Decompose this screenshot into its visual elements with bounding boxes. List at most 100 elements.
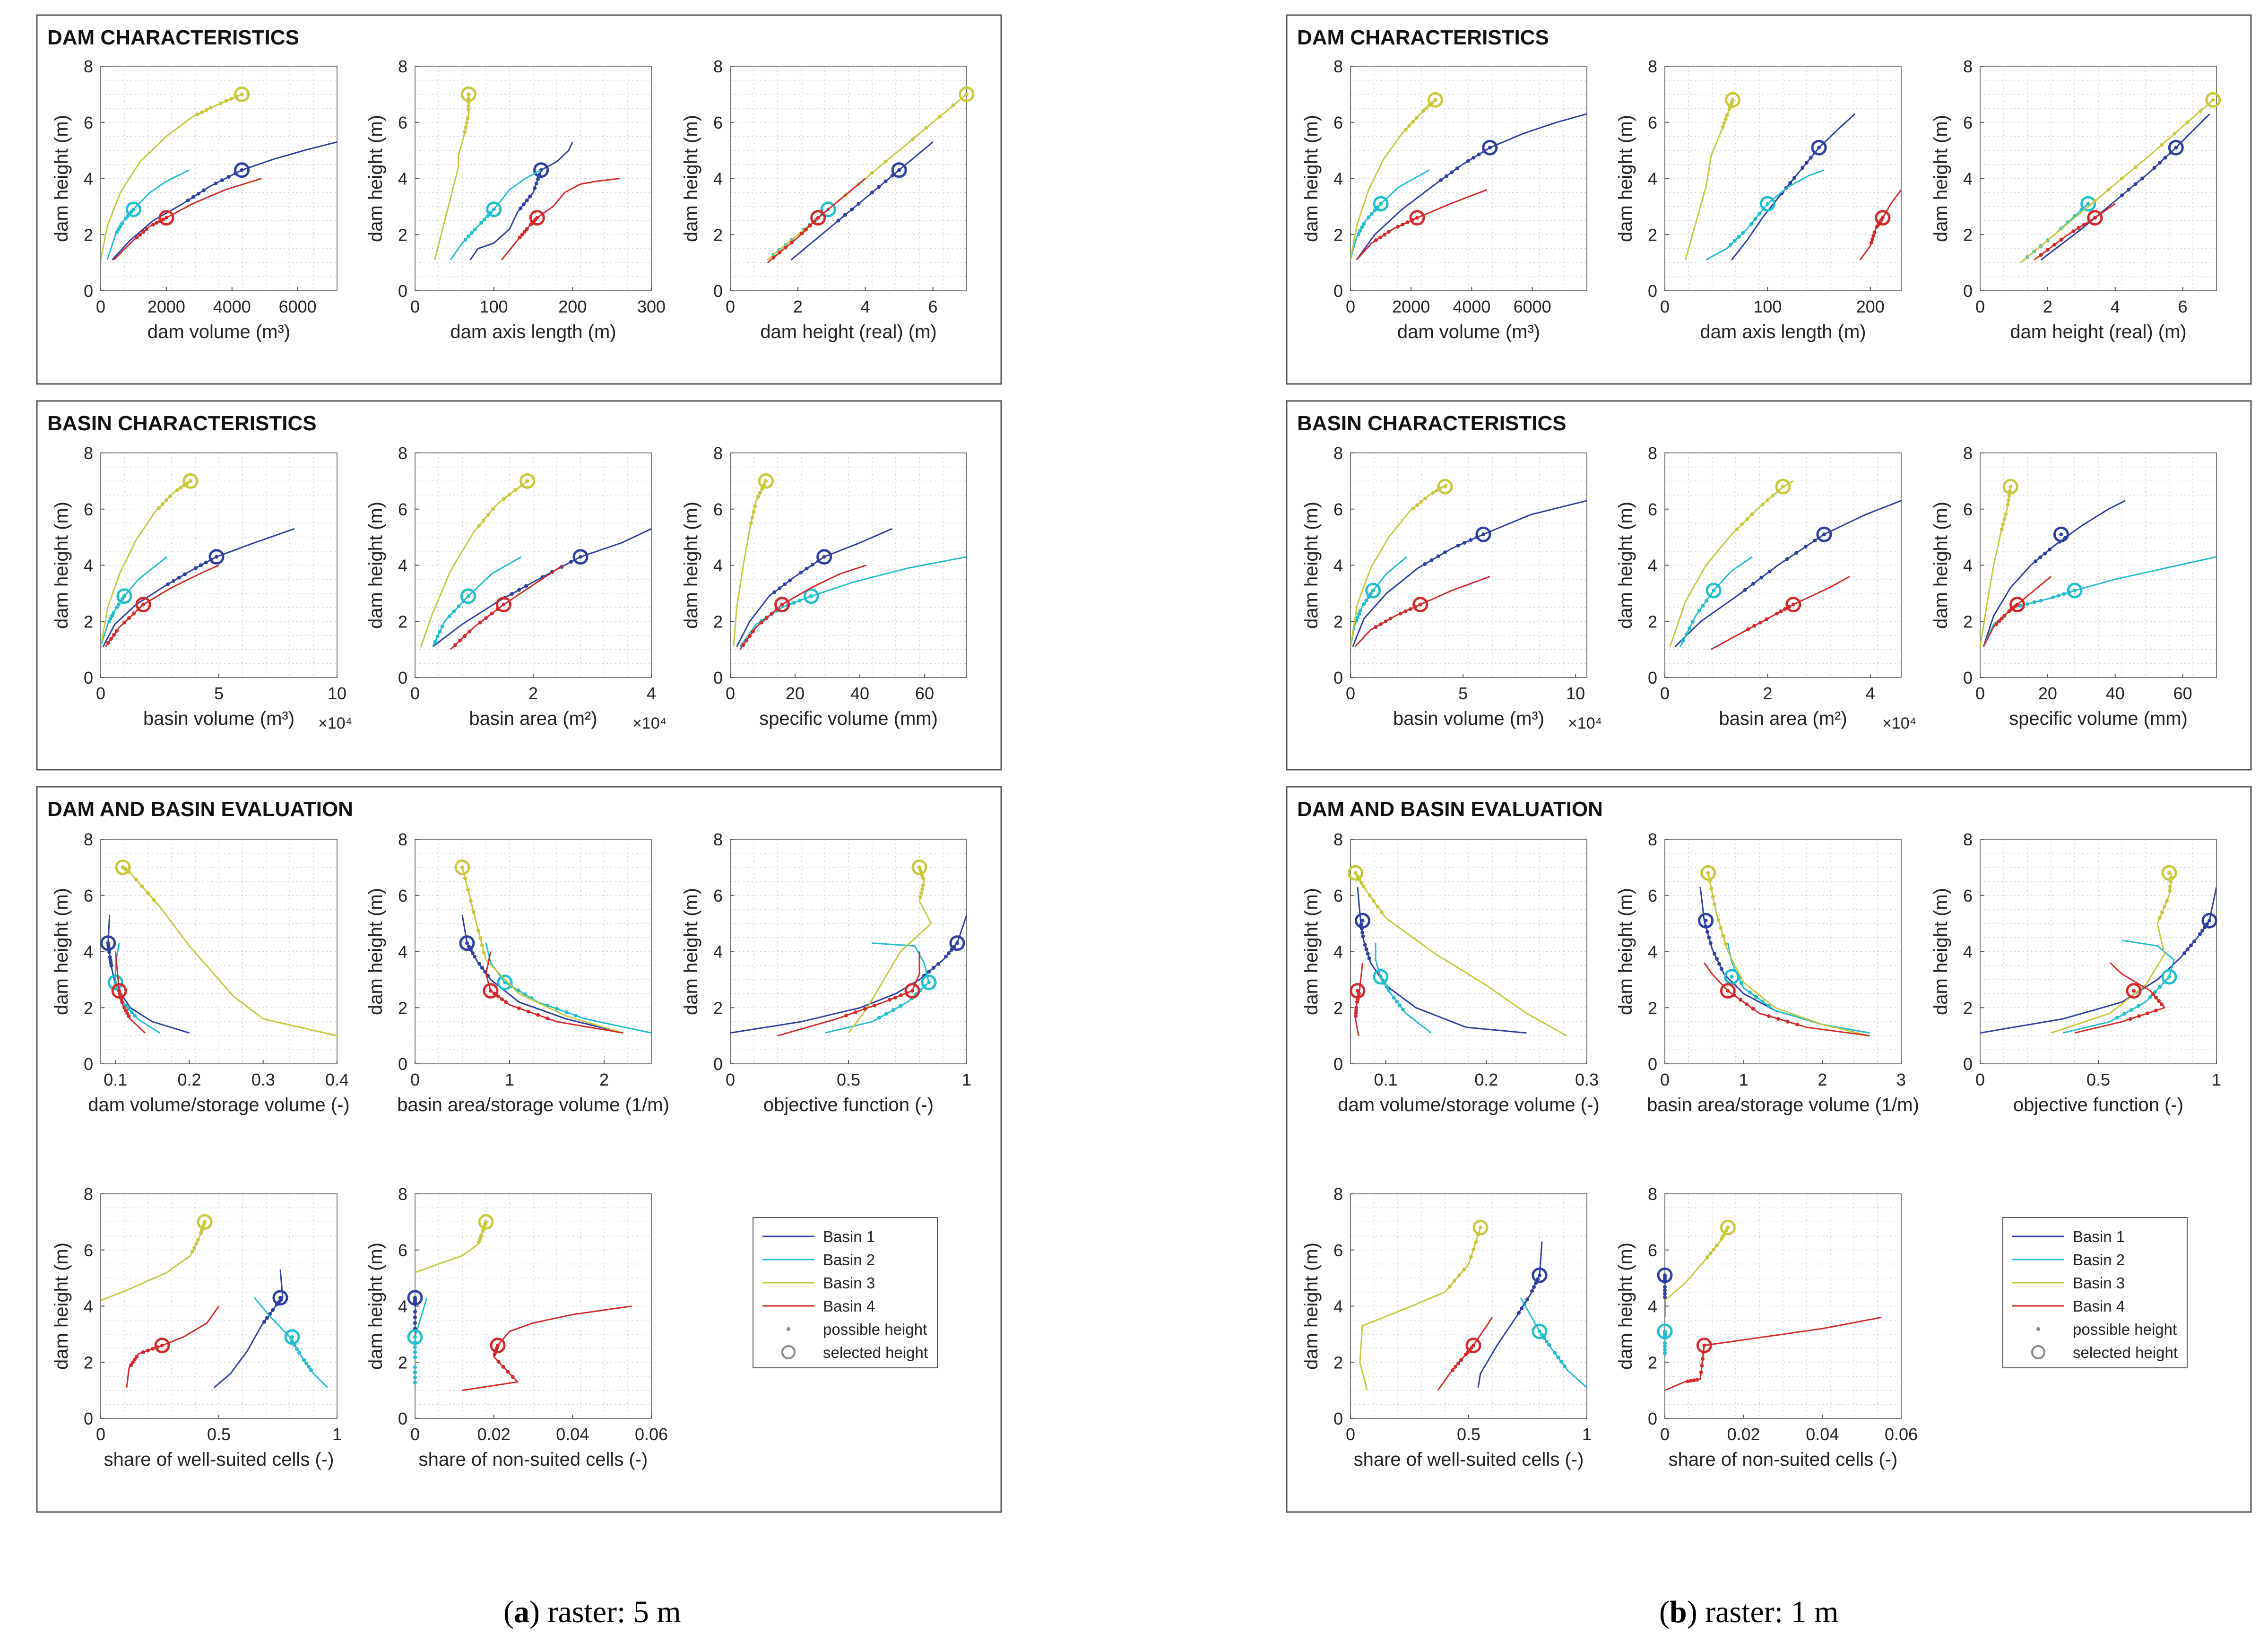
possible-height-dot xyxy=(1455,166,1459,171)
x-tick-label: 0.3 xyxy=(1575,1070,1599,1089)
selected-height-center xyxy=(413,1335,417,1339)
possible-height-dot xyxy=(1398,1003,1402,1008)
y-tick-label: 6 xyxy=(1333,1241,1343,1260)
possible-height-dot xyxy=(413,1370,417,1374)
selected-height-marker-basin-2 xyxy=(116,588,132,604)
x-tick-label: 2 xyxy=(599,1070,609,1089)
possible-height-dot xyxy=(944,955,948,959)
chart-b-16: 0 2 4 6 8 0 20 40 60 specific volume (mm) dam heig… xyxy=(1930,443,2217,729)
y-tick-label: 6 xyxy=(84,500,93,519)
selected-height-marker-basin-2 xyxy=(1373,196,1389,212)
possible-height-dot xyxy=(1462,1268,1466,1272)
possible-height-dot xyxy=(1354,1014,1358,1018)
y-tick-label: 0 xyxy=(1963,1054,1973,1074)
possible-height-dot xyxy=(1374,625,1378,629)
selected-height-center xyxy=(1731,98,1735,102)
possible-height-dot xyxy=(513,488,518,492)
selected-height-marker-basin-1 xyxy=(1698,913,1714,929)
possible-height-dot xyxy=(467,234,471,238)
possible-height-dot xyxy=(1663,1345,1667,1348)
legend-label: Basin 3 xyxy=(823,1274,875,1292)
chart-a-4: 0 2 4 6 8 0 2 4 basin area (m²) ×10⁴ dam height (m… xyxy=(365,443,667,732)
selected-height-center xyxy=(2132,989,2136,993)
legend-box xyxy=(753,1217,938,1368)
possible-height-dot xyxy=(435,635,440,639)
series-line-basin-1 xyxy=(736,528,893,647)
possible-height-dot xyxy=(164,498,168,502)
y-tick-label: 6 xyxy=(84,113,93,132)
chart-a-1: 0 2 4 6 8 0 100 200 300 dam axis length (m) dam he… xyxy=(365,57,666,342)
possible-height-dot xyxy=(110,614,114,618)
selected-height-center xyxy=(122,594,126,598)
x-axis-label: basin area (m²) xyxy=(1719,708,1847,729)
possible-height-dot xyxy=(108,958,113,962)
possible-height-dot xyxy=(297,1351,301,1355)
possible-height-dot xyxy=(522,230,527,234)
possible-height-dot xyxy=(1699,1370,1703,1374)
selected-height-center xyxy=(1730,974,1734,979)
possible-height-dot xyxy=(1457,1273,1461,1278)
chart-a-0: 0 2 4 6 8 0 2000 4000 6000 dam volume (m³) dam hei… xyxy=(51,57,338,342)
y-tick-label: 8 xyxy=(84,57,93,76)
possible-height-dot xyxy=(1474,1240,1478,1244)
y-tick-label: 0 xyxy=(398,668,407,687)
group-title: BASIN CHARACTERISTICS xyxy=(1297,412,1567,435)
x-tick-label: 0 xyxy=(726,297,735,316)
selected-height-center xyxy=(141,602,145,607)
possible-height-dot xyxy=(932,965,935,970)
y-tick-label: 4 xyxy=(1333,942,1343,962)
selected-height-marker-basin-1 xyxy=(1355,913,1371,929)
possible-height-dot xyxy=(463,634,467,638)
series-line-basin-4 xyxy=(501,178,620,261)
selected-height-marker-basin-2 xyxy=(1705,582,1722,599)
possible-height-dot xyxy=(413,1310,417,1314)
possible-height-dot xyxy=(792,601,796,605)
possible-height-dot xyxy=(1997,619,2001,624)
y-tick-label: 4 xyxy=(1333,1297,1343,1316)
selected-height-marker-basin-3 xyxy=(1472,1219,1489,1235)
chart-a-9: 0 2 4 6 8 0 0.5 1 share of well-suited cells (-)… xyxy=(51,1184,342,1470)
possible-height-dot xyxy=(1381,978,1385,982)
possible-height-dot xyxy=(1415,503,1419,507)
x-tick-label: 4000 xyxy=(213,297,251,316)
possible-height-dot xyxy=(463,237,467,242)
y-tick-label: 8 xyxy=(84,443,93,463)
possible-height-dot xyxy=(506,1370,510,1374)
selected-height-marker-basin-4 xyxy=(1785,597,1801,613)
x-axis-exponent: ×10⁴ xyxy=(1882,714,1916,732)
selected-height-center xyxy=(2207,919,2211,923)
x-axis-label: basin volume (m³) xyxy=(143,708,294,729)
possible-height-dot xyxy=(1405,220,1410,225)
possible-height-dot xyxy=(1545,1339,1549,1344)
x-tick-label: 2 xyxy=(2043,297,2052,316)
possible-height-dot xyxy=(199,110,204,114)
series-line-basin-2 xyxy=(739,556,967,647)
possible-height-dot xyxy=(1663,1351,1667,1356)
selected-height-center xyxy=(1706,871,1710,875)
possible-height-dot xyxy=(1739,981,1743,985)
x-tick-label: 2000 xyxy=(147,297,185,316)
possible-height-dot xyxy=(2059,237,2063,242)
possible-height-dot xyxy=(109,964,113,968)
possible-height-dot xyxy=(1421,109,1425,113)
possible-height-dot xyxy=(528,194,532,199)
possible-height-dot xyxy=(2052,243,2057,247)
possible-height-dot xyxy=(1456,1361,1460,1365)
y-tick-label: 4 xyxy=(1963,942,1973,962)
y-tick-label: 2 xyxy=(398,998,407,1017)
possible-height-dot xyxy=(1872,230,1877,235)
possible-height-dot xyxy=(2039,253,2043,257)
possible-height-dot xyxy=(467,104,471,108)
selected-height-center xyxy=(413,1295,417,1300)
series-line-basin-2 xyxy=(253,1297,329,1388)
possible-height-dot xyxy=(1448,1284,1452,1288)
possible-height-dot xyxy=(758,491,762,495)
possible-height-dot xyxy=(1813,539,1817,543)
possible-height-dot xyxy=(2038,555,2043,559)
possible-height-dot xyxy=(2163,904,2166,909)
possible-height-dot xyxy=(1743,588,1747,592)
x-tick-label: 0 xyxy=(96,297,105,316)
selected-height-marker-basin-3 xyxy=(1437,478,1453,495)
series-line-basin-4 xyxy=(1437,1317,1493,1391)
possible-height-dot xyxy=(884,1012,888,1016)
